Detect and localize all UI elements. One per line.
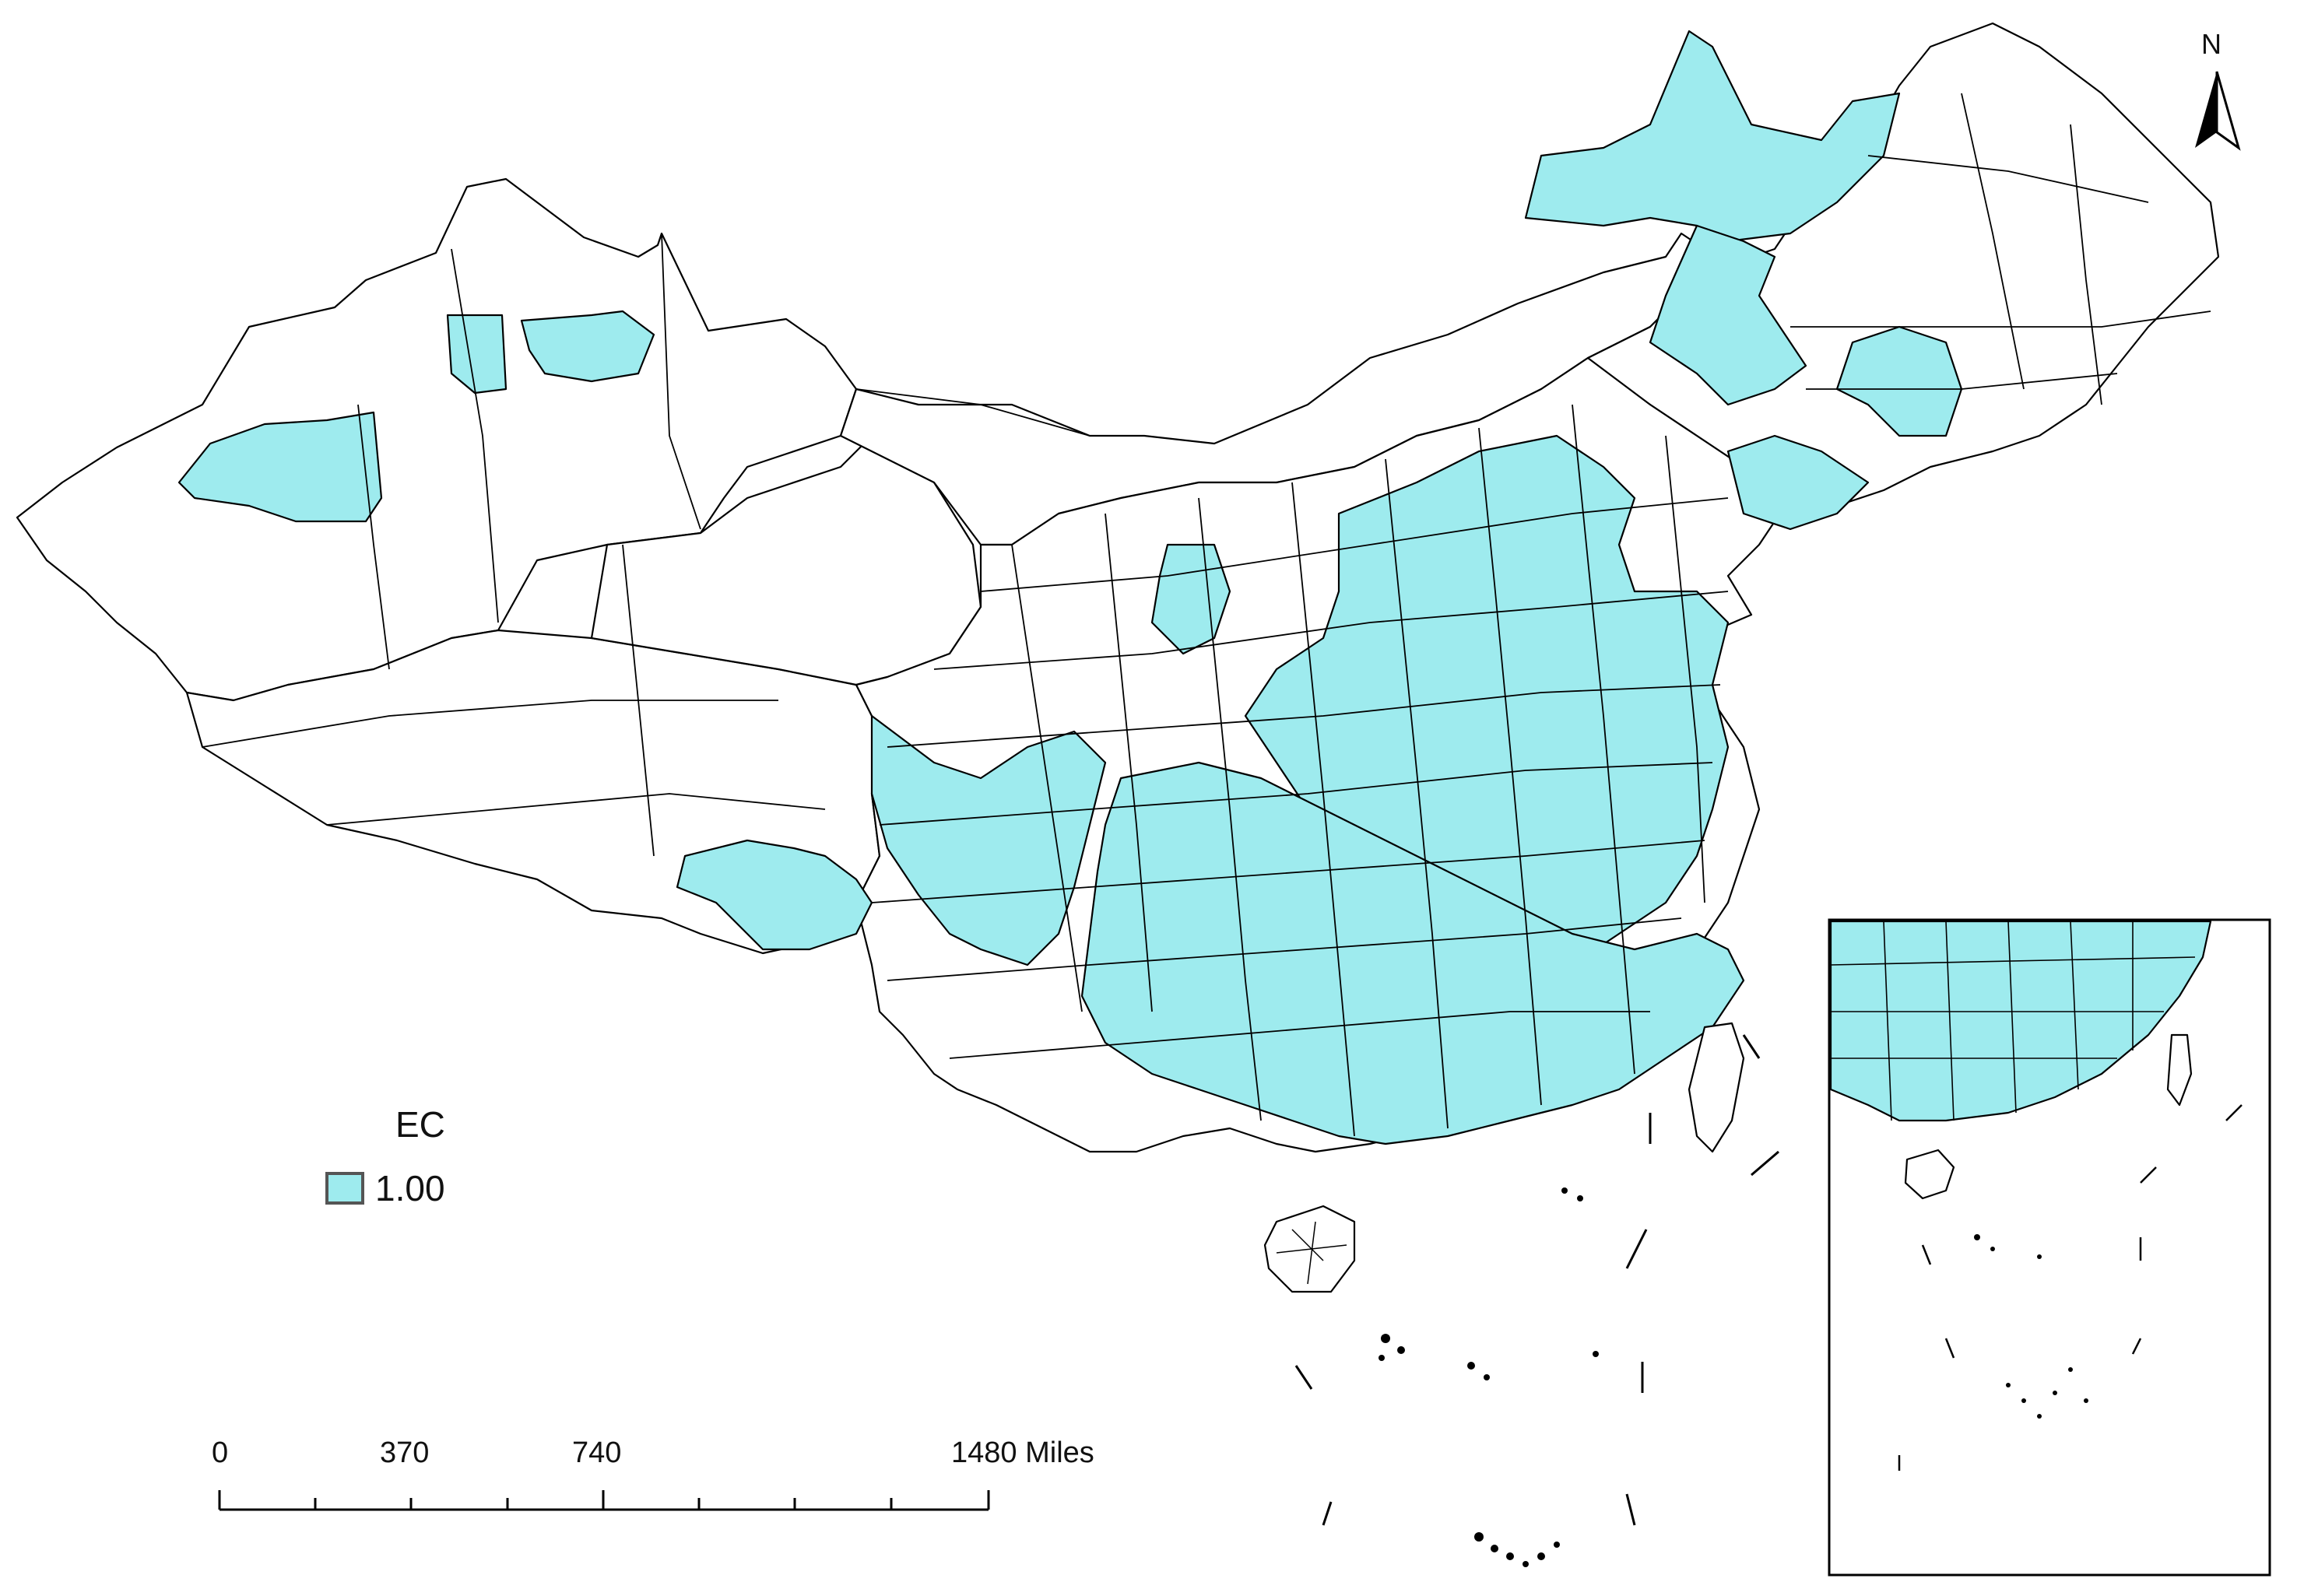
inset-hainan[interactable]	[1904, 1149, 1955, 1200]
inset-borders	[1830, 921, 2196, 1121]
scale-tick-0: 0	[212, 1436, 229, 1469]
region-filled-xinjiang-north-a[interactable]	[446, 314, 508, 395]
inset-taiwan[interactable]	[2166, 1033, 2193, 1107]
nine-dash-line	[1294, 1034, 1779, 1526]
region-filled-south-china[interactable]	[1080, 761, 1745, 1145]
legend-title: EC	[395, 1104, 445, 1145]
inset-islands	[1974, 1234, 2088, 1419]
legend-label: 1.00	[375, 1168, 445, 1208]
region-filled-shanxi[interactable]	[1150, 543, 1231, 655]
legend-swatch	[325, 1172, 364, 1205]
legend-item: 1.00	[325, 1167, 445, 1209]
region-filled-jilin[interactable]	[1835, 325, 1963, 437]
ec-regions	[177, 30, 1963, 1145]
inset-map	[1828, 918, 2271, 1577]
inset-dash-line	[1898, 1104, 2243, 1471]
inset-filled-south-china[interactable]	[1829, 920, 2212, 1122]
region-filled-heilongjiang[interactable]	[1524, 30, 1901, 243]
north-arrow-icon	[2195, 71, 2241, 151]
region-filled-xinjiang-west[interactable]	[177, 411, 383, 523]
scale-tick-740: 740	[572, 1436, 622, 1469]
region-taiwan[interactable]	[1688, 1022, 1745, 1153]
region-filled-liaoning[interactable]	[1726, 434, 1870, 531]
internal-borders	[202, 93, 2211, 1137]
region-filled-hinggan[interactable]	[1649, 224, 1807, 406]
scale-tick-1480: 1480 Miles	[951, 1436, 1094, 1469]
scale-bar	[218, 1490, 990, 1511]
north-label: N	[2201, 28, 2221, 60]
hainan-island	[1263, 1205, 1356, 1293]
region-filled-xinjiang-north-b[interactable]	[520, 310, 655, 383]
region-qinghai[interactable]	[590, 434, 982, 686]
scale-tick-370: 370	[380, 1436, 430, 1469]
sea-islands	[1379, 1187, 1599, 1567]
region-filled-tibet-east[interactable]	[676, 839, 873, 951]
